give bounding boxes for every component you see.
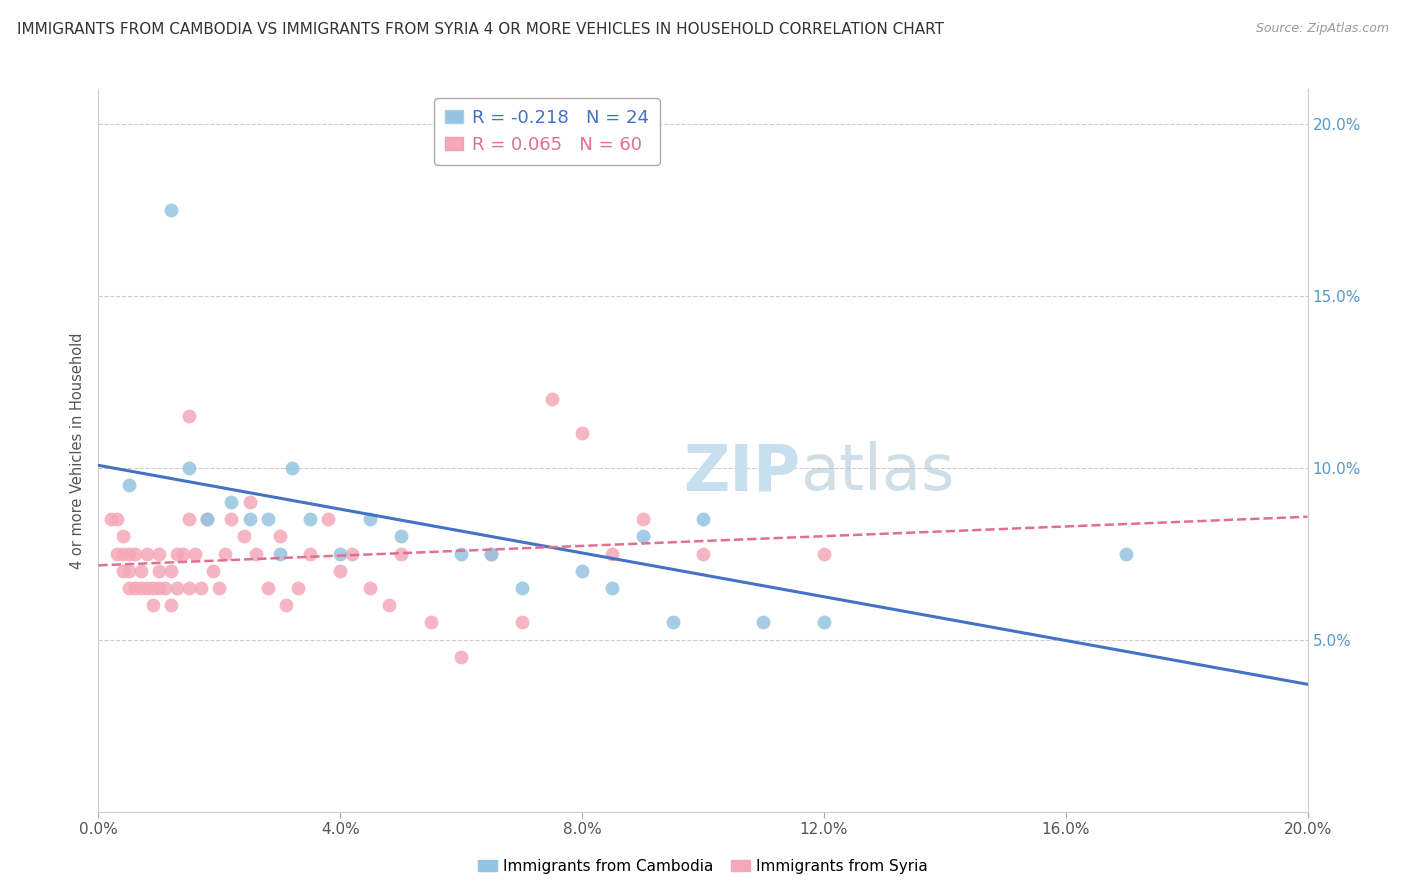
Point [631, 512, 654, 526]
Point [256, 512, 278, 526]
Point [631, 529, 654, 543]
Point [208, 581, 231, 595]
Point [166, 547, 188, 561]
Point [692, 547, 714, 561]
Point [221, 512, 243, 526]
Point [160, 564, 183, 578]
Text: atlas: atlas [800, 442, 955, 503]
Point [239, 495, 262, 509]
Point [105, 547, 128, 561]
Point [179, 460, 201, 475]
Point [142, 599, 165, 613]
Point [135, 581, 157, 595]
Point [813, 547, 835, 561]
Point [420, 615, 443, 630]
Point [239, 512, 262, 526]
Point [111, 529, 134, 543]
Point [299, 512, 322, 526]
Point [118, 478, 141, 492]
Point [281, 460, 304, 475]
Point [274, 599, 297, 613]
Point [195, 512, 218, 526]
Point [360, 512, 382, 526]
Point [166, 581, 188, 595]
Point [510, 615, 533, 630]
Point [129, 564, 152, 578]
Point [360, 581, 382, 595]
Legend: Immigrants from Cambodia, Immigrants from Syria: Immigrants from Cambodia, Immigrants fro… [472, 853, 934, 880]
Point [221, 495, 243, 509]
Point [1115, 547, 1137, 561]
Point [813, 615, 835, 630]
Point [269, 529, 291, 543]
Point [179, 512, 201, 526]
Point [510, 581, 533, 595]
Point [389, 529, 412, 543]
Text: Source: ZipAtlas.com: Source: ZipAtlas.com [1256, 22, 1389, 36]
Point [129, 581, 152, 595]
Point [377, 599, 399, 613]
Text: ZIP: ZIP [683, 442, 800, 503]
Point [269, 547, 291, 561]
Point [100, 512, 122, 526]
Point [752, 615, 775, 630]
Point [124, 581, 146, 595]
Point [602, 547, 624, 561]
Point [148, 581, 170, 595]
Point [111, 564, 134, 578]
Point [190, 581, 212, 595]
Point [214, 547, 236, 561]
Point [179, 409, 201, 423]
Point [160, 202, 183, 217]
Point [118, 581, 141, 595]
Point [118, 564, 141, 578]
Point [148, 564, 170, 578]
Point [232, 529, 254, 543]
Y-axis label: 4 or more Vehicles in Household: 4 or more Vehicles in Household [70, 332, 86, 569]
Point [389, 547, 412, 561]
Point [661, 615, 683, 630]
Point [481, 547, 503, 561]
Point [153, 581, 176, 595]
Point [142, 581, 165, 595]
Point [256, 581, 278, 595]
Point [184, 547, 207, 561]
Point [105, 512, 128, 526]
Point [481, 547, 503, 561]
Point [118, 547, 141, 561]
Point [195, 512, 218, 526]
Point [692, 512, 714, 526]
Point [342, 547, 364, 561]
Point [124, 547, 146, 561]
Point [202, 564, 225, 578]
Point [287, 581, 309, 595]
Point [316, 512, 339, 526]
Point [540, 392, 562, 406]
Point [160, 599, 183, 613]
Point [245, 547, 267, 561]
Point [329, 547, 352, 561]
Point [135, 547, 157, 561]
Point [571, 564, 593, 578]
Point [450, 649, 472, 664]
Legend: R = -0.218   N = 24, R = 0.065   N = 60: R = -0.218 N = 24, R = 0.065 N = 60 [434, 98, 659, 165]
Point [299, 547, 322, 561]
Point [329, 564, 352, 578]
Point [172, 547, 194, 561]
Text: IMMIGRANTS FROM CAMBODIA VS IMMIGRANTS FROM SYRIA 4 OR MORE VEHICLES IN HOUSEHOL: IMMIGRANTS FROM CAMBODIA VS IMMIGRANTS F… [17, 22, 943, 37]
Point [602, 581, 624, 595]
Point [179, 581, 201, 595]
Point [450, 547, 472, 561]
Point [571, 426, 593, 441]
Point [148, 547, 170, 561]
Point [111, 547, 134, 561]
